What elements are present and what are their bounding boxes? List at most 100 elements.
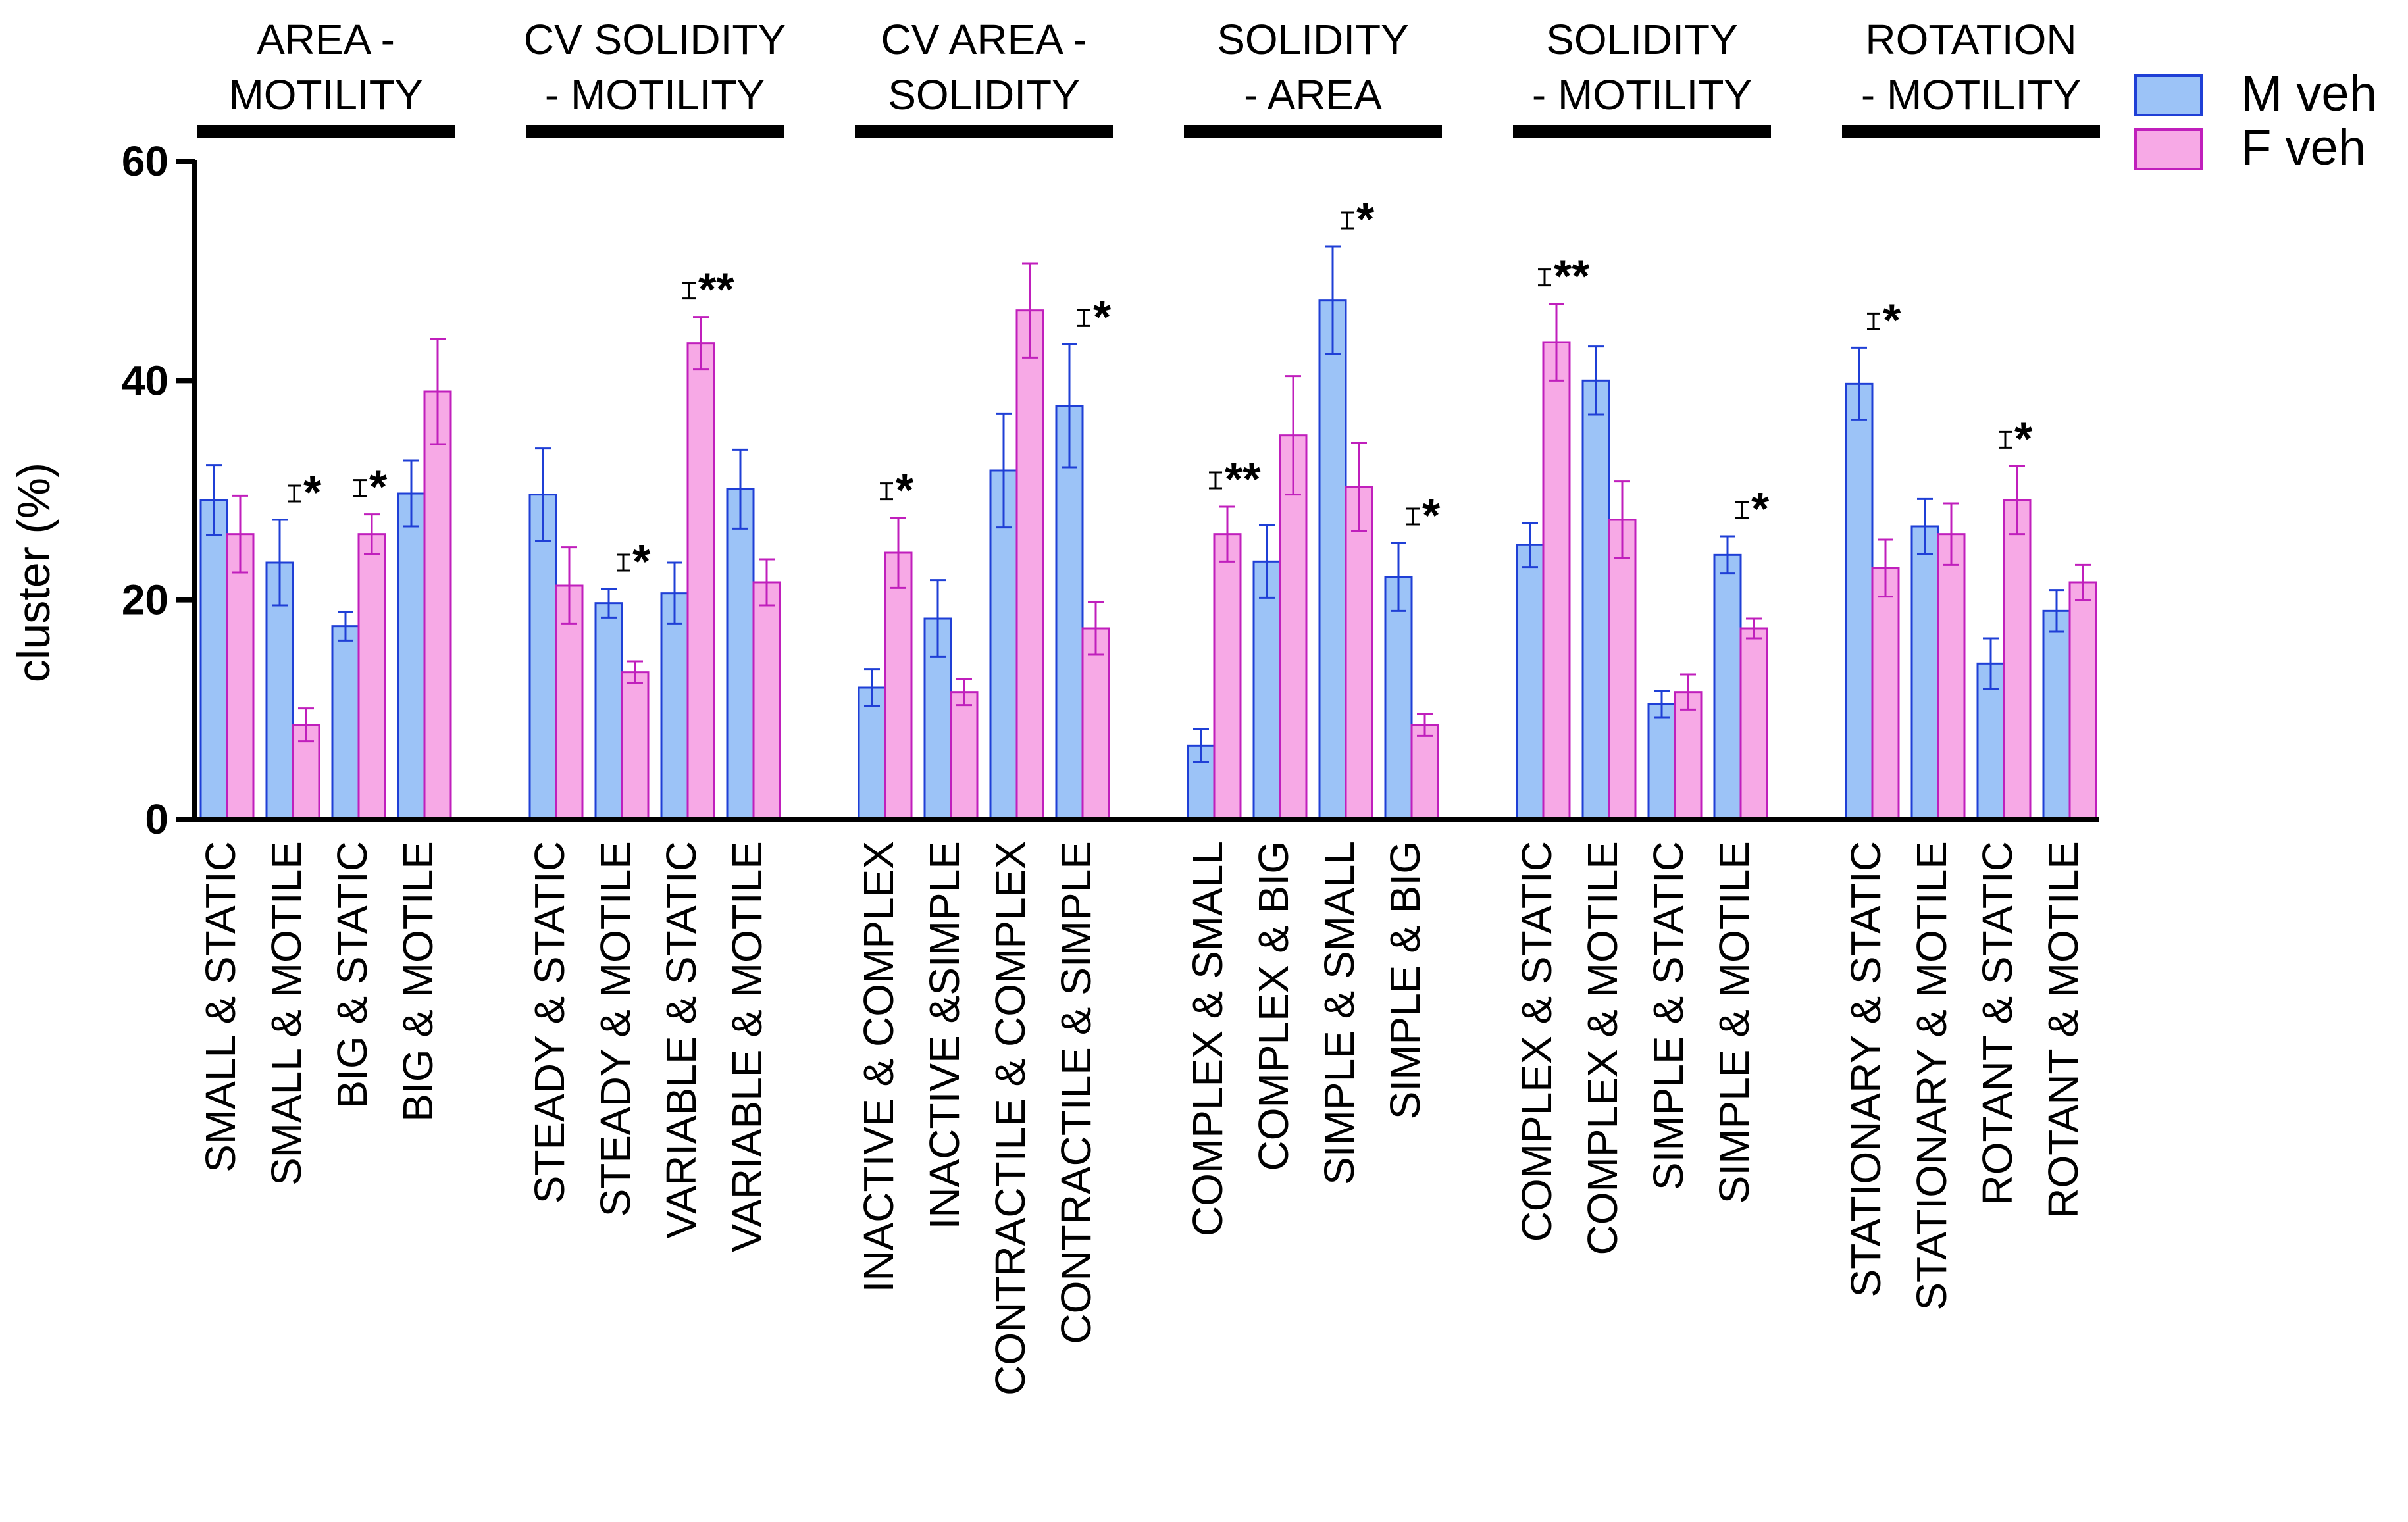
errorbar-f-veh xyxy=(956,678,972,707)
bar-f-veh xyxy=(357,533,386,821)
bar-m-veh xyxy=(331,625,360,821)
errorbar-m-veh xyxy=(1259,524,1275,599)
category-label: STATIONARY & MOTILE xyxy=(1908,841,1955,1311)
sig-stars: * xyxy=(1093,291,1112,342)
bar-m-veh xyxy=(726,488,755,821)
errorbar-m-veh xyxy=(1588,345,1604,416)
category-label: STATIONARY & STATIC xyxy=(1842,841,1889,1297)
bar-f-veh xyxy=(1542,341,1571,821)
errorbar-f-veh xyxy=(627,660,643,684)
bar-m-veh xyxy=(858,686,886,821)
bar-m-veh xyxy=(1384,576,1413,821)
group-title-bar xyxy=(1513,125,1771,138)
errorbar-m-veh xyxy=(930,579,946,658)
category-label: STEADY & MOTILE xyxy=(592,841,639,1217)
errorbar-f-veh xyxy=(890,517,906,589)
errorbar-f-veh xyxy=(2009,465,2025,536)
y-tick-label: 20 xyxy=(122,576,168,624)
errorbar-m-veh xyxy=(2049,589,2064,633)
category-label: SMALL & STATIC xyxy=(197,841,244,1173)
bar-f-veh xyxy=(884,551,913,821)
group-title-line: ROTATION xyxy=(1865,16,2076,63)
category-label: CONTRACTILE & SIMPLE xyxy=(1052,841,1100,1344)
group-title-bar xyxy=(197,125,455,138)
significance-marker: * xyxy=(880,465,914,516)
category-label: COMPLEX & BIG xyxy=(1250,841,1297,1171)
sig-stars: * xyxy=(1356,193,1375,245)
errorbar-f-veh xyxy=(1022,262,1038,359)
sig-stars: * xyxy=(1751,483,1770,534)
category-label: BIG & MOTILE xyxy=(394,841,442,1122)
group-title-line: CV SOLIDITY xyxy=(524,16,786,63)
bar-f-veh xyxy=(752,581,781,821)
bars xyxy=(199,299,2097,821)
errorbar-f-veh xyxy=(759,558,775,607)
errorbar-f-veh xyxy=(1614,480,1630,559)
sig-stars: ** xyxy=(1554,251,1590,302)
bar-f-veh xyxy=(950,691,979,821)
sig-stars: * xyxy=(2014,413,2033,464)
errorbar-f-veh xyxy=(693,316,709,371)
bar-m-veh xyxy=(594,602,623,821)
group-title-line: - MOTILITY xyxy=(1861,71,2081,118)
bar-m-veh xyxy=(397,492,426,821)
errorbar-m-veh xyxy=(403,459,419,528)
significance-marker: ** xyxy=(682,264,734,315)
bar-f-veh xyxy=(1345,486,1373,821)
y-tick-label: 0 xyxy=(145,796,168,843)
bar-f-veh xyxy=(1213,533,1242,821)
sig-stars: * xyxy=(632,536,651,587)
group-title-line: MOTILITY xyxy=(228,71,423,118)
errorbar-f-veh xyxy=(1680,673,1696,711)
bar-m-veh xyxy=(1516,544,1545,821)
bar-m-veh xyxy=(1252,560,1281,821)
errorbar-f-veh xyxy=(1351,442,1367,532)
y-tick-label: 40 xyxy=(122,357,168,404)
category-label: ROTANT & STATIC xyxy=(1974,841,2021,1205)
errorbar-f-veh xyxy=(1088,601,1104,656)
significance-marker: ** xyxy=(1209,453,1261,505)
significance-marker: * xyxy=(1867,294,1901,345)
bar-f-veh xyxy=(2068,581,2097,821)
bar-m-veh xyxy=(1910,525,1939,821)
errorbar-m-veh xyxy=(601,588,617,619)
bar-f-veh xyxy=(1739,627,1768,821)
errorbar-m-veh xyxy=(1851,346,1867,421)
group-title-line: SOLIDITY xyxy=(1546,16,1738,63)
errorbar-m-veh xyxy=(206,464,222,536)
sig-stars: ** xyxy=(698,264,734,315)
errorbar-f-veh xyxy=(1285,375,1301,496)
significance-marker: * xyxy=(617,536,651,587)
group-title-line: - AREA xyxy=(1244,71,1382,118)
bar-f-veh xyxy=(423,390,452,821)
category-label: SIMPLE & MOTILE xyxy=(1710,841,1758,1204)
legend-swatch-f-veh xyxy=(2134,128,2203,170)
errorbar-f-veh xyxy=(1746,617,1762,640)
category-label: SIMPLE & BIG xyxy=(1381,841,1429,1119)
errorbar-f-veh xyxy=(1219,505,1235,563)
errorbar-m-veh xyxy=(1062,343,1077,469)
errorbar-m-veh xyxy=(667,561,682,625)
category-label: ROTANT & MOTILE xyxy=(2039,841,2087,1219)
errorbar-m-veh xyxy=(1720,535,1735,575)
y-axis-title: cluster (%) xyxy=(8,463,59,682)
bar-m-veh xyxy=(199,499,228,821)
bar-m-veh xyxy=(1318,299,1347,821)
errorbar-m-veh xyxy=(1654,690,1670,719)
bar-f-veh xyxy=(1279,434,1308,821)
category-label: CONTRACTILE & COMPLEX xyxy=(986,841,1034,1396)
errorbar-f-veh xyxy=(430,338,446,445)
errorbar-f-veh xyxy=(2075,563,2091,601)
category-label: INACTIVE &SIMPLE xyxy=(921,841,968,1229)
group-title-line: CV AREA - xyxy=(881,16,1087,63)
errorbar-m-veh xyxy=(1391,542,1406,612)
sig-stars: * xyxy=(369,461,388,513)
bar-f-veh xyxy=(1410,724,1439,821)
errorbar-f-veh xyxy=(298,707,314,743)
bar-m-veh xyxy=(1845,382,1874,821)
errorbar-m-veh xyxy=(1193,728,1209,763)
legend-swatch-m-veh xyxy=(2134,74,2203,116)
significance-markers: * *************** xyxy=(288,193,2033,587)
